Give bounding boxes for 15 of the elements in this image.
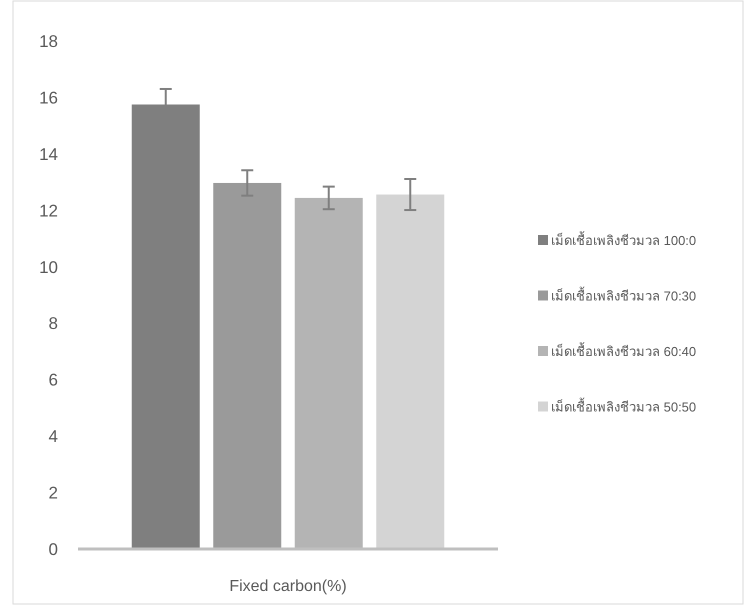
legend-label: เม็ดเชื้อเพลิงชีวมวล 50:50	[551, 398, 696, 414]
y-tick-label: 8	[48, 314, 58, 334]
legend-label: เม็ดเชื้อเพลิงชีวมวล 100:0	[551, 231, 696, 248]
y-tick-label: 18	[39, 32, 58, 51]
y-tick-label: 6	[48, 370, 58, 390]
y-tick-label: 12	[39, 201, 58, 220]
legend-label: เม็ดเชื้อเพลิงชีวมวล 70:30	[551, 286, 696, 304]
y-tick-label: 14	[39, 144, 58, 164]
y-tick-label: 10	[39, 258, 58, 277]
y-tick-label: 4	[48, 427, 58, 446]
y-tick-label: 0	[48, 540, 58, 559]
x-tick-label: Fixed carbon(%)	[229, 578, 347, 595]
y-tick-label: 2	[48, 484, 58, 503]
legend-label: เม็ดเชื้อเพลิงชีวมวล 60:40	[551, 342, 696, 359]
y-tick-label: 16	[39, 88, 58, 108]
